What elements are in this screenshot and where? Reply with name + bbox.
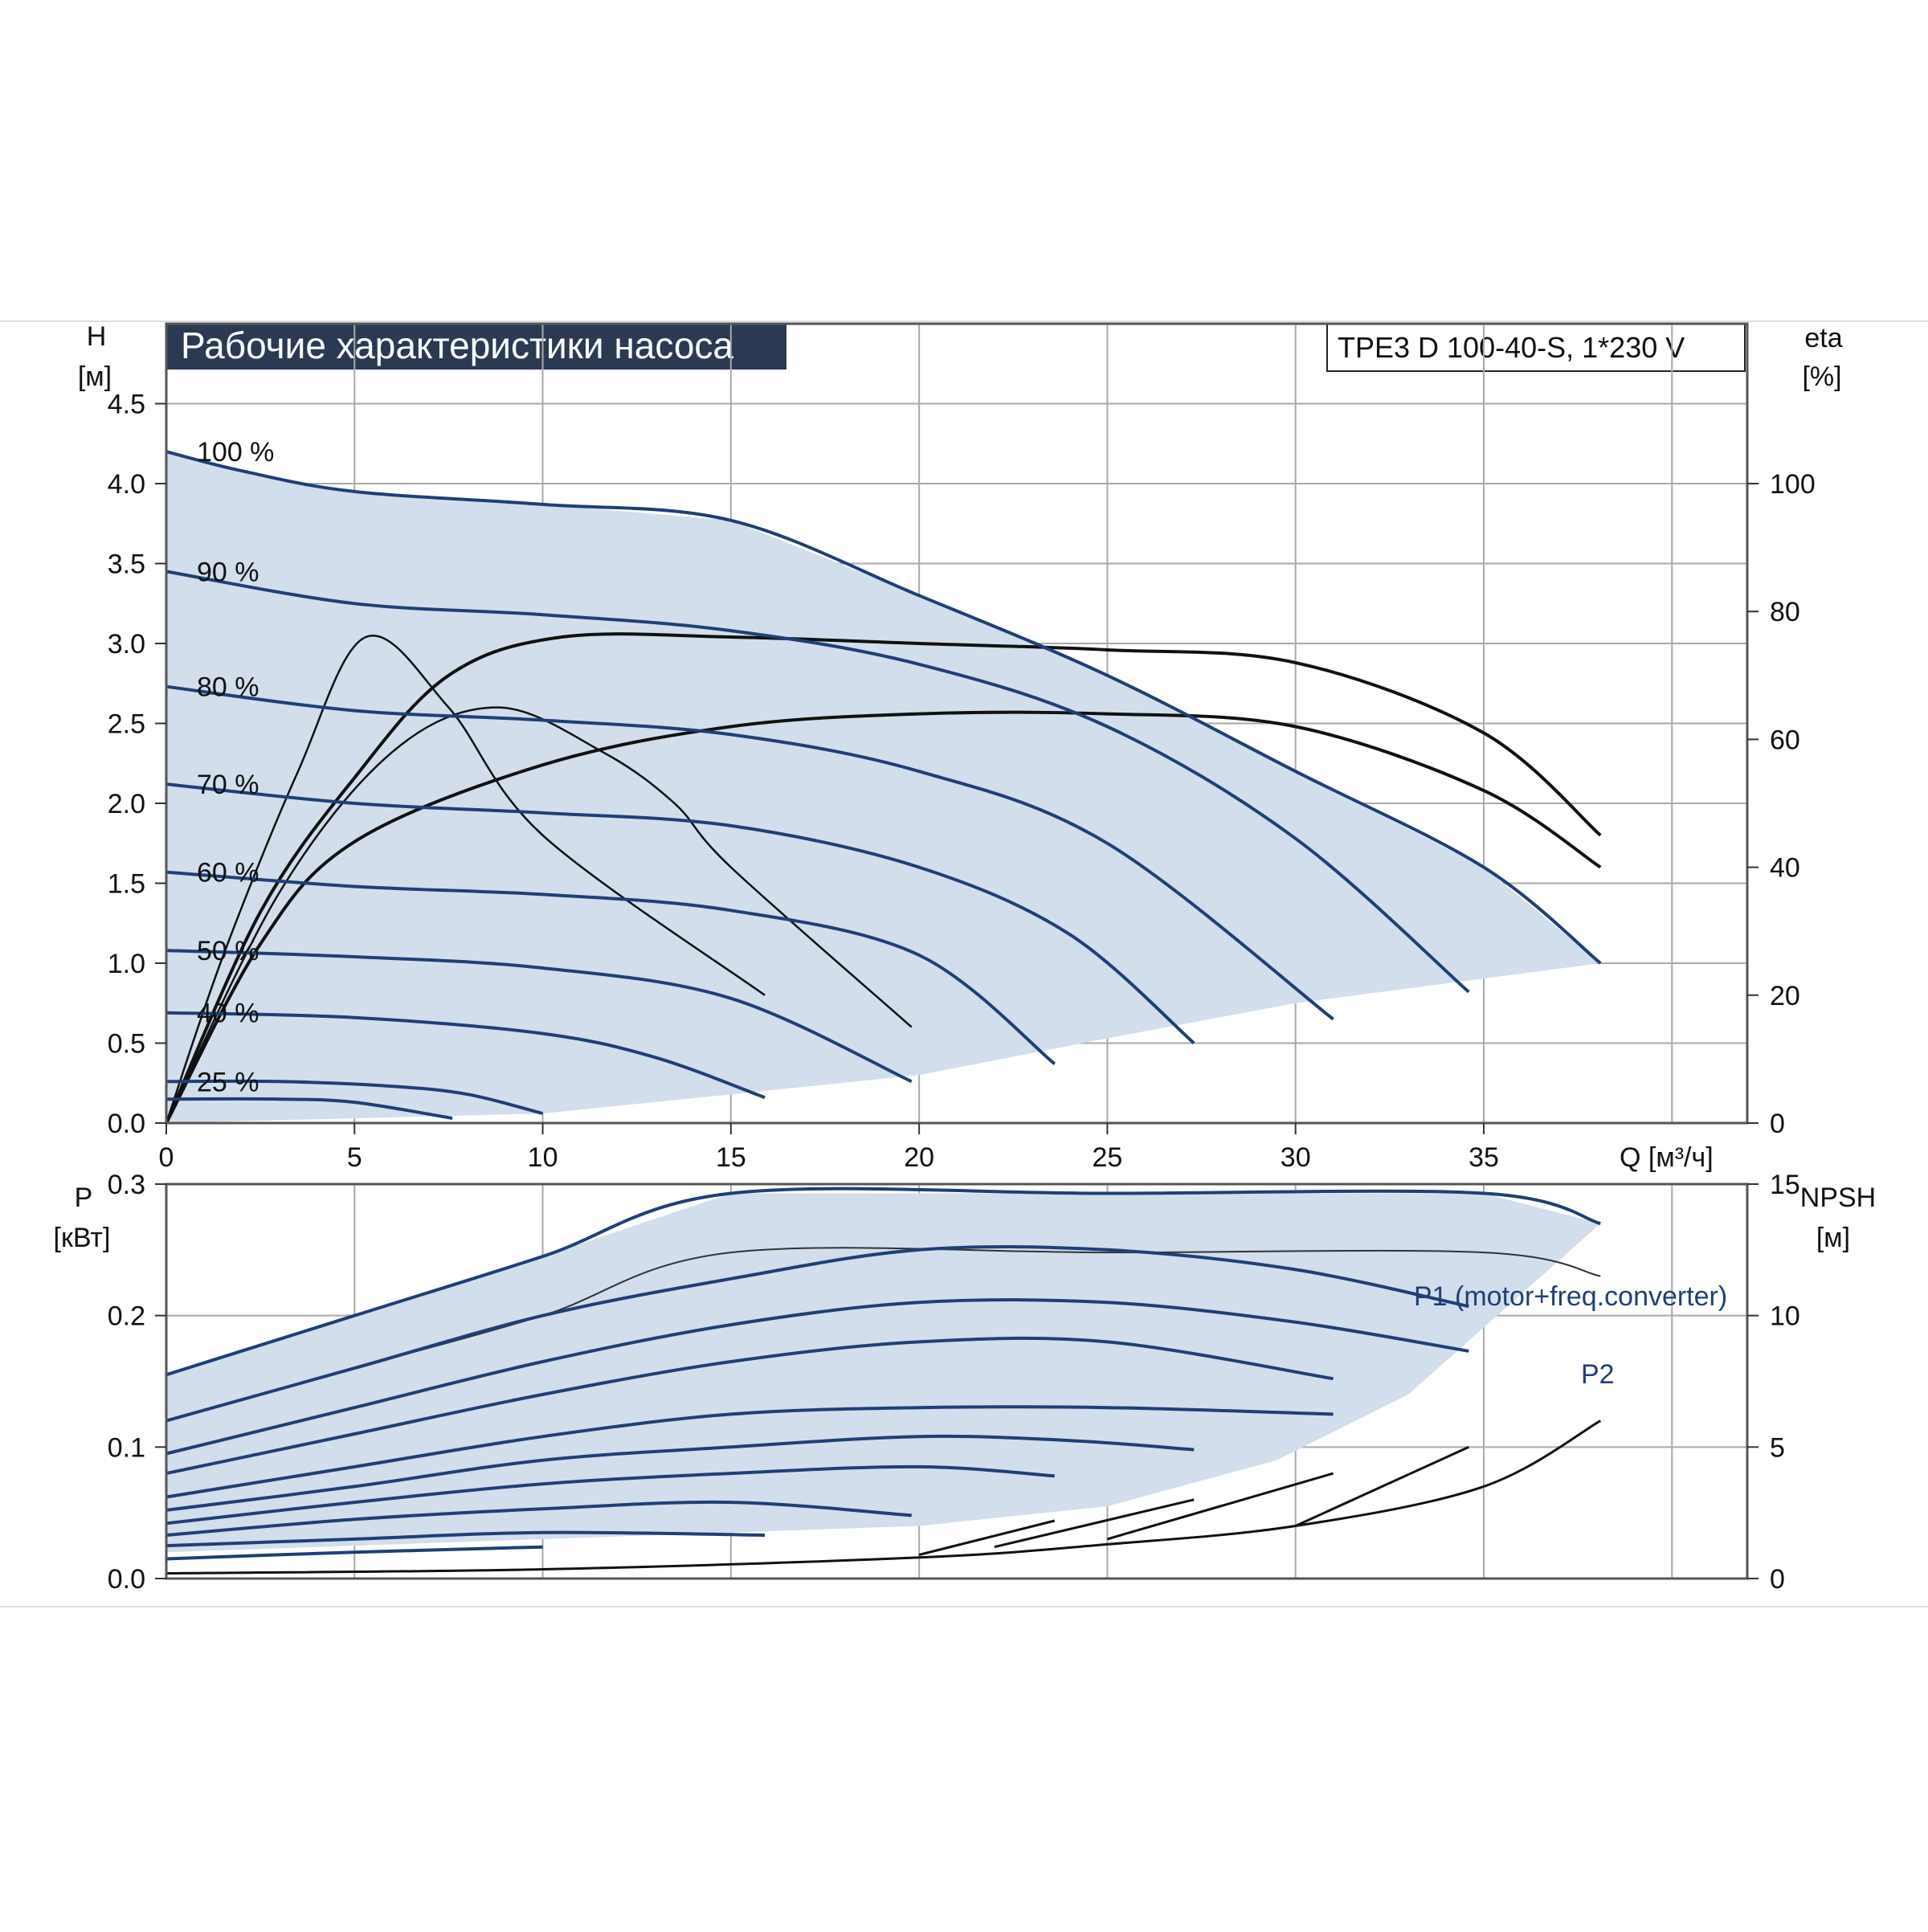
speed-curve-label: 25 %	[197, 1067, 259, 1097]
x-tick-label: 30	[1281, 1142, 1311, 1173]
p-tick-label: 0.2	[108, 1301, 145, 1332]
model-label: TPE3 D 100-40-S, 1*230 V	[1338, 331, 1685, 364]
npsh-tick-label: 5	[1770, 1432, 1785, 1463]
head-axis-unit: [м]	[78, 361, 112, 392]
npsh-axis-label: NPSH	[1800, 1182, 1876, 1213]
y-tick-label: 2.5	[108, 709, 145, 740]
y-tick-label: 1.5	[108, 869, 145, 900]
npsh-curve	[994, 1498, 1195, 1549]
speed-curve-label: 60 %	[197, 858, 259, 888]
head-axis-label: H	[87, 321, 107, 352]
y-tick-label: 3.0	[108, 629, 145, 660]
x-tick-label: 35	[1468, 1142, 1499, 1173]
power-curve	[165, 1530, 766, 1548]
npsh-curve	[1295, 1445, 1469, 1527]
model-box	[1326, 323, 1746, 372]
power-curve	[165, 1405, 1334, 1499]
speed-curve	[165, 1079, 544, 1116]
x-tick-label: 5	[347, 1142, 362, 1173]
power-ticks: 0.0 0.1 0.2 0.3 0 5 10 15	[108, 1170, 1800, 1595]
npsh-tick-label: 0	[1770, 1564, 1785, 1595]
eta-tick-label: 0	[1770, 1109, 1785, 1139]
power-frame	[165, 1182, 1749, 1580]
x-tick-label: 0	[159, 1142, 174, 1173]
speed-curve	[165, 949, 913, 1084]
eta-tick-label: 20	[1770, 981, 1800, 1011]
y-tick-label: 2.0	[108, 789, 145, 819]
y-tick-label: 0.0	[108, 1109, 145, 1139]
power-plot-frame	[165, 1182, 1749, 1580]
p2-label: P2	[1581, 1359, 1615, 1390]
operating-area-fill	[166, 451, 1601, 1123]
speed-curve	[165, 450, 1602, 965]
speed-curve	[165, 782, 1195, 1045]
eta-tick-label: 80	[1770, 597, 1800, 627]
npsh-curve	[165, 1419, 1602, 1575]
x-tick-label: 15	[716, 1142, 746, 1173]
power-axis-label: P	[75, 1182, 93, 1213]
npsh-curve	[1106, 1472, 1334, 1541]
p1-label: P1 (motor+freq.converter)	[1414, 1281, 1727, 1312]
speed-curve-label: 90 %	[197, 557, 259, 587]
speed-curve	[165, 684, 1334, 1021]
flow-axis-label: Q [м³/ч]	[1620, 1142, 1714, 1173]
speed-curve	[165, 570, 1470, 994]
efficiency-curve	[165, 632, 1602, 1124]
npsh-curves	[165, 1419, 1602, 1575]
npsh-curve	[918, 1519, 1056, 1556]
npsh-tick-label: 10	[1770, 1301, 1800, 1332]
speed-curve-label: 40 %	[197, 999, 259, 1029]
x-tick-label: 25	[1093, 1142, 1123, 1173]
power-curve	[165, 1244, 1469, 1423]
speed-curve-label: 80 %	[197, 672, 259, 703]
efficiency-curve	[165, 706, 913, 1124]
speed-curve-label: 70 %	[197, 770, 259, 800]
speed-curve	[165, 1097, 453, 1120]
power-axis-unit: [кВт]	[54, 1223, 111, 1253]
x-tick-label: 20	[904, 1142, 934, 1173]
power-curve	[165, 1545, 543, 1561]
head-ticks: 0.0 0.5 1.0 1.5 2.0 2.5 3.0 3.5 4.0 4.5 0 5 10 15 20 25…	[108, 390, 1816, 1174]
power-curve	[165, 1434, 1195, 1512]
eta-axis-unit: [%]	[1802, 361, 1841, 392]
power-curve	[165, 1336, 1334, 1476]
speed-curve-label: 100 %	[197, 437, 274, 468]
y-tick-label: 1.0	[108, 949, 145, 979]
efficiency-curve	[165, 634, 766, 1124]
eta-tick-label: 60	[1770, 725, 1800, 755]
p-tick-label: 0.3	[108, 1170, 145, 1200]
power-curve	[165, 1464, 1055, 1526]
y-tick-label: 0.5	[108, 1029, 145, 1060]
eta-tick-label: 100	[1770, 469, 1816, 500]
y-tick-label: 3.5	[108, 549, 145, 580]
eta-axis-label: eta	[1804, 323, 1842, 353]
speed-curve	[165, 870, 1056, 1065]
p1-curve	[165, 1187, 1601, 1377]
speed-curves: 100 % 90 % 80 % 70 % 60 % 50 % 40 % 25 %	[165, 437, 1602, 1120]
eta-tick-label: 40	[1770, 853, 1800, 884]
npsh-axis-unit: [м]	[1816, 1223, 1850, 1253]
p-tick-label: 0.0	[108, 1564, 145, 1595]
operating-area	[166, 451, 1601, 1123]
speed-curve-label: 50 %	[197, 936, 259, 966]
x-tick-label: 10	[528, 1142, 558, 1173]
chart-title: Рабочие характеристики насоса	[181, 325, 733, 366]
y-tick-label: 4.0	[108, 469, 145, 500]
npsh-tick-label: 15	[1770, 1170, 1800, 1200]
p-tick-label: 0.1	[108, 1432, 145, 1463]
y-tick-label: 4.5	[108, 390, 145, 420]
power-curves	[165, 1187, 1601, 1561]
speed-curve	[165, 1011, 766, 1100]
power-curve	[165, 1500, 912, 1537]
power-curve	[165, 1298, 1469, 1456]
title-box	[166, 324, 786, 370]
